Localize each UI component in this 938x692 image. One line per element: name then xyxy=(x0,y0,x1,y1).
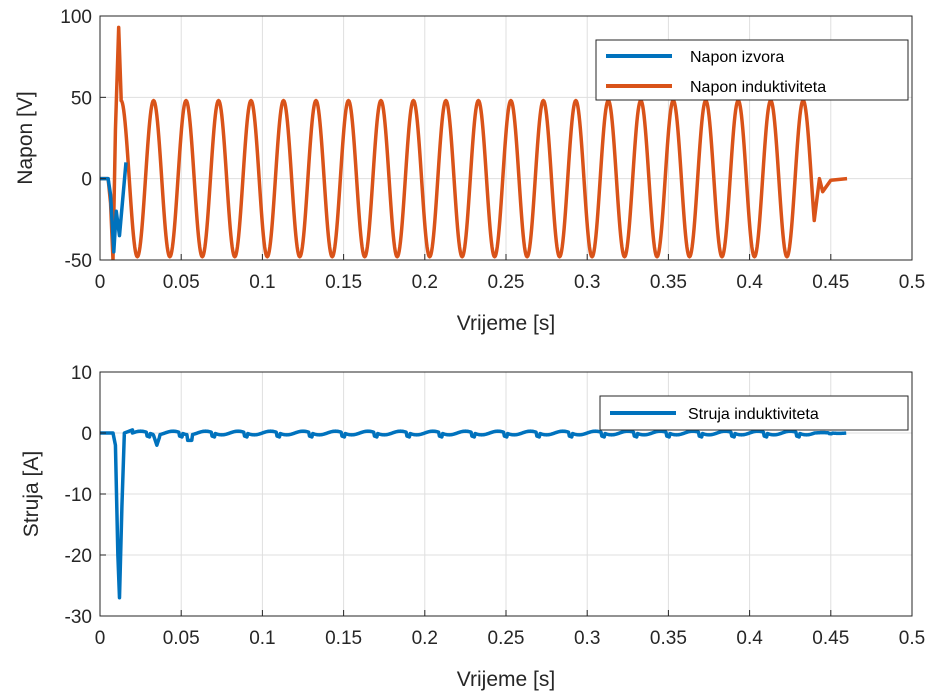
voltage-ytick-label: 50 xyxy=(71,88,92,109)
voltage-xtick-label: 0.5 xyxy=(899,272,925,293)
current-ytick-label: -30 xyxy=(65,607,92,628)
current-plot-ylabel: Struja [A] xyxy=(20,451,43,537)
current-xtick-label: 0.35 xyxy=(650,628,687,649)
current-ytick-label: -20 xyxy=(65,546,92,567)
series-napon-induktiviteta-line xyxy=(100,25,848,260)
voltage-xtick-label: 0.35 xyxy=(650,272,687,293)
current-xtick-label: 0.3 xyxy=(574,628,600,649)
voltage-xtick-label: 0.1 xyxy=(249,272,275,293)
current-xtick-label: 0 xyxy=(95,628,106,649)
voltage-xtick-label: 0.15 xyxy=(325,272,362,293)
voltage-xtick-label: 0.4 xyxy=(736,272,763,293)
current-ytick-label: 10 xyxy=(71,363,92,384)
current-legend-box xyxy=(599,395,909,431)
current-plot: 0 0.05 0.1 0.15 0.2 0.25 0.3 0.35 0.4 0.45 0.5 -30 -… xyxy=(20,363,925,691)
voltage-plot-xlabel: Vrijeme [s] xyxy=(457,312,555,335)
voltage-ytick-label: -50 xyxy=(65,251,92,272)
voltage-legend-box xyxy=(595,39,909,101)
current-xtick-label: 0.4 xyxy=(736,628,763,649)
voltage-plot-legend: Napon izvora Napon induktiviteta xyxy=(595,39,909,101)
voltage-plot-ylabel: Napon [V] xyxy=(14,91,37,184)
voltage-xtick-label: 0.05 xyxy=(163,272,200,293)
current-xtick-label: 0.05 xyxy=(163,628,200,649)
current-ytick-label: 0 xyxy=(81,424,92,445)
current-xtick-label: 0.1 xyxy=(249,628,275,649)
voltage-ytick-label: 0 xyxy=(81,170,92,191)
legend-label-napon-izvora: Napon izvora xyxy=(690,49,784,66)
legend-label-struja-induktiviteta: Struja induktiviteta xyxy=(688,406,819,423)
legend-label-napon-induktiviteta: Napon induktiviteta xyxy=(690,79,826,96)
voltage-plot: 0 0.05 0.1 0.15 0.2 0.25 0.3 0.35 0.4 0.45 0.5-500… xyxy=(14,7,925,335)
current-xtick-label: 0.45 xyxy=(812,628,849,649)
current-ytick-label: -10 xyxy=(65,485,92,506)
voltage-xtick-label: 0.25 xyxy=(488,272,525,293)
current-xtick-label: 0.5 xyxy=(899,628,925,649)
current-plot-xlabel: Vrijeme [s] xyxy=(457,668,555,691)
series-struja-induktiviteta-line xyxy=(100,428,848,600)
voltage-xtick-label: 0 xyxy=(95,272,106,293)
voltage-ytick-label: 100 xyxy=(60,7,92,28)
voltage-xtick-label: 0.3 xyxy=(574,272,600,293)
current-xtick-label: 0.2 xyxy=(412,628,438,649)
series-napon-izvora-line xyxy=(100,162,128,254)
voltage-xtick-label: 0.2 xyxy=(412,272,438,293)
current-xtick-label: 0.15 xyxy=(325,628,362,649)
current-xtick-label: 0.25 xyxy=(488,628,525,649)
voltage-xtick-label: 0.45 xyxy=(812,272,849,293)
current-plot-legend: Struja induktiviteta xyxy=(599,395,909,431)
